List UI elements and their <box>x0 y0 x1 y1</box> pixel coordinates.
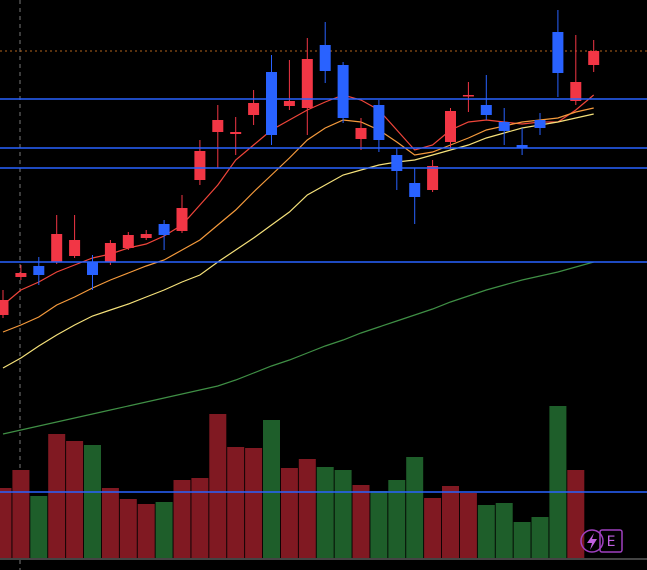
badge-label: E <box>607 534 616 550</box>
candle-body <box>570 82 582 101</box>
candle-body <box>534 120 546 128</box>
badge-box[interactable] <box>599 529 623 553</box>
volume-bar <box>316 467 334 558</box>
candle-body <box>122 235 134 248</box>
volume-bar <box>119 499 137 558</box>
candle-body <box>480 105 492 115</box>
candle-body <box>283 101 295 106</box>
volume-bar <box>424 498 442 558</box>
candle-body <box>498 122 510 131</box>
lightning-icon[interactable] <box>580 529 604 553</box>
volume-bar <box>549 406 567 558</box>
volume-bar <box>495 503 513 558</box>
volume-bar <box>459 493 477 558</box>
volume-bar <box>406 457 424 558</box>
volume-bar <box>334 470 352 558</box>
volume-bar <box>30 496 48 558</box>
moving-average <box>2 113 594 369</box>
candle-body <box>140 234 152 238</box>
moving-average <box>2 261 594 435</box>
candle-body <box>69 240 81 256</box>
candle-body <box>516 145 528 148</box>
volume-bar <box>531 517 549 558</box>
candle-body <box>427 166 439 190</box>
volume-bar <box>477 505 495 558</box>
volume-bar <box>298 459 316 558</box>
candle-body <box>248 103 260 115</box>
volume-bar <box>84 445 101 558</box>
candle-body <box>355 128 367 139</box>
candle-body <box>87 262 98 275</box>
volume-bar <box>280 468 298 558</box>
volume-bar <box>227 447 245 558</box>
volume-bar <box>209 414 227 558</box>
volume-bar <box>137 504 155 558</box>
moving-average <box>2 107 594 333</box>
volume-bar <box>48 434 66 558</box>
volume-bar <box>66 441 84 558</box>
candle-body <box>104 243 116 262</box>
candle-body <box>462 95 474 97</box>
candle-body <box>158 224 170 235</box>
candle-body <box>0 300 9 315</box>
volume-bar <box>370 491 388 558</box>
candle-body <box>409 183 421 197</box>
candle-body <box>15 273 27 277</box>
candle-body <box>552 32 564 73</box>
volume-bar <box>245 448 263 558</box>
volume-bar <box>12 470 30 558</box>
badge[interactable]: E <box>580 529 623 553</box>
candle-body <box>391 155 403 171</box>
volume-bar <box>263 420 280 558</box>
volume-bar <box>155 502 173 558</box>
volume-bar <box>388 480 406 558</box>
candle-body <box>176 208 188 231</box>
plot <box>0 10 647 558</box>
volume-bar <box>0 488 12 558</box>
candle-body <box>51 234 63 262</box>
volume-bar <box>173 480 191 558</box>
candle-body <box>194 151 206 180</box>
volume-bar <box>191 478 209 558</box>
volume-bar <box>352 485 370 558</box>
candle-body <box>301 59 313 108</box>
candle-body <box>588 51 600 65</box>
candle-body <box>319 45 331 71</box>
candle-body <box>230 132 242 134</box>
candle-body <box>266 72 277 135</box>
candle-body <box>373 105 385 140</box>
candle-body <box>445 111 456 142</box>
candle-body <box>212 120 224 132</box>
lightning-glyph <box>587 533 597 550</box>
volume-bar <box>442 486 459 558</box>
moving-average <box>2 94 595 306</box>
volume-bar <box>513 522 531 558</box>
candle-body <box>337 65 349 118</box>
volume-bar <box>101 488 119 558</box>
candle-body <box>33 266 45 275</box>
